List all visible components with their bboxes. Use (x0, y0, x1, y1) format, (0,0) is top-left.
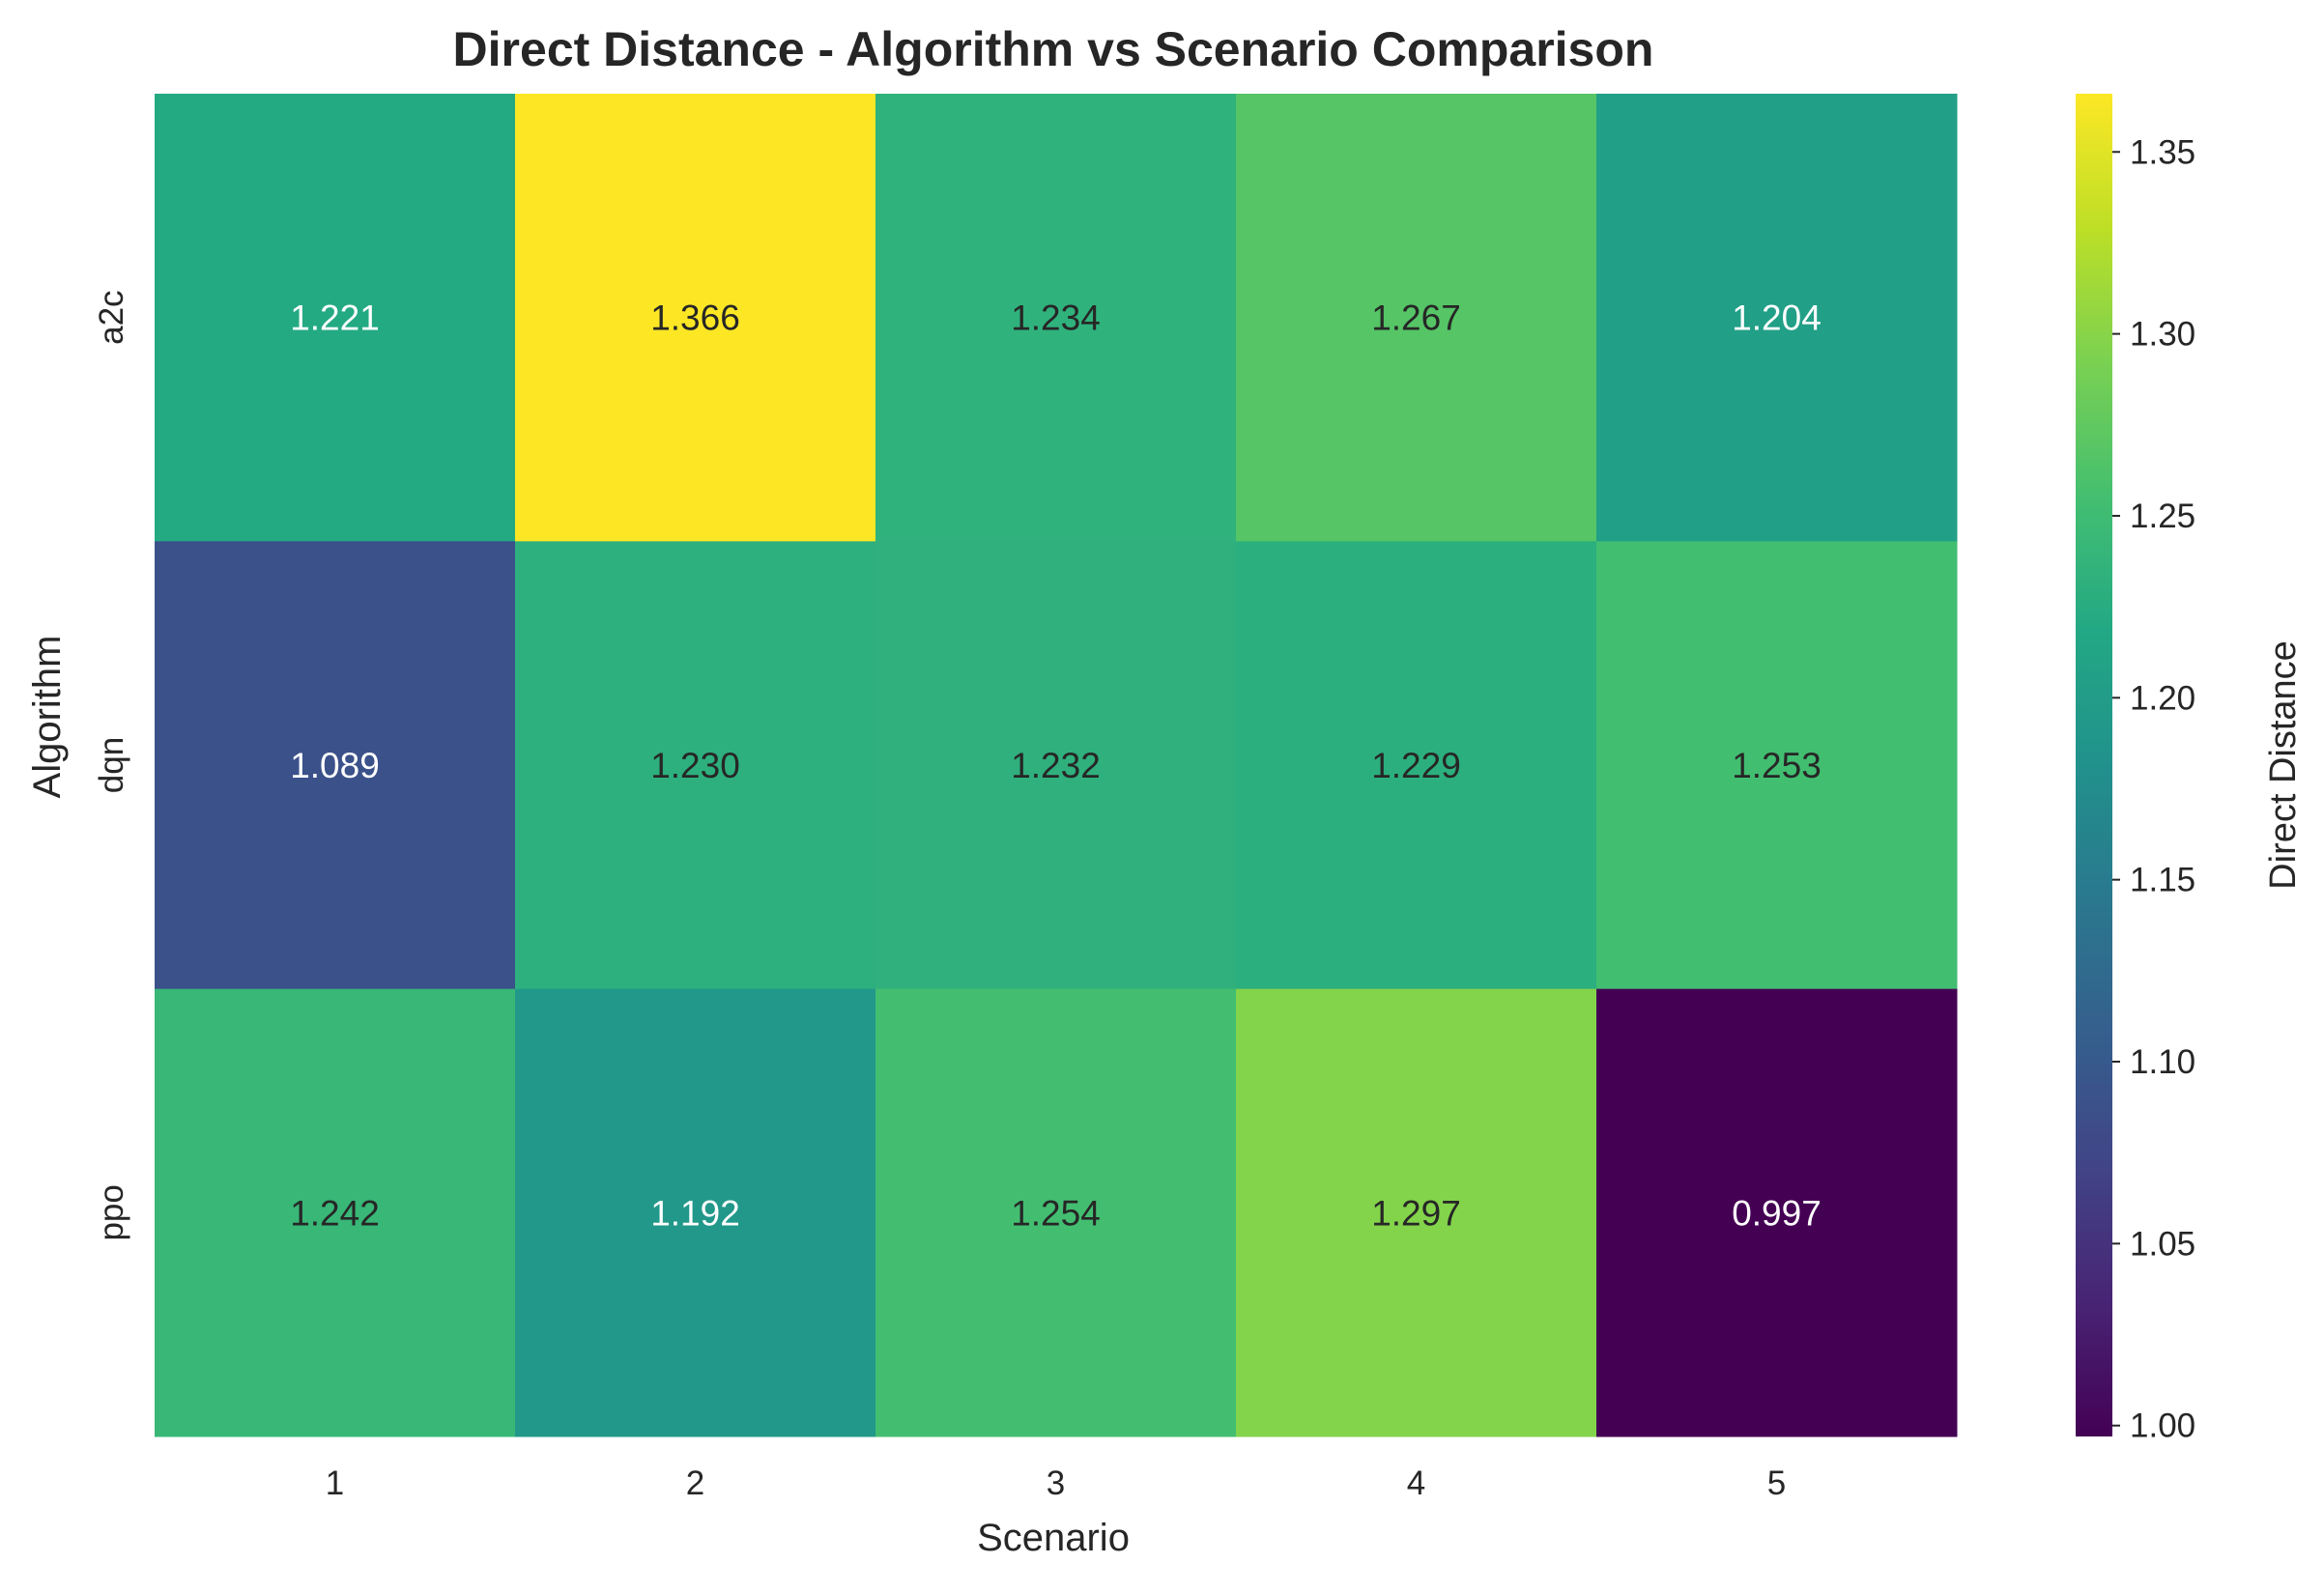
colorbar-tick-label: 1.05 (2130, 1225, 2195, 1263)
heatmap-cell-a2c-4 (1236, 94, 1597, 542)
heatmap-cell-value-label: 1.297 (1371, 1193, 1461, 1233)
colorbar-tick-label: 1.25 (2130, 498, 2195, 535)
y-tick-label: a2c (93, 290, 130, 344)
x-tick-label: 5 (1767, 1464, 1786, 1502)
heatmap-cell-value-label: 1.267 (1371, 298, 1461, 338)
colorbar-tick-label: 1.10 (2130, 1043, 2195, 1081)
heatmap-cell-value-label: 1.253 (1732, 746, 1822, 785)
heatmap-cell-value-label: 1.192 (650, 1193, 740, 1233)
x-tick-label: 4 (1407, 1464, 1425, 1502)
heatmap-cell-dqn-1 (155, 541, 516, 990)
heatmap-cell-labels: 1.221 1.366 1.234 1.267 1.204 1.089 1.230 1.232… (290, 298, 1822, 1234)
y-tick-label: ppo (93, 1184, 130, 1240)
heatmap-cell-value-label: 1.204 (1732, 298, 1822, 338)
y-axis-label: Algorithm (26, 636, 69, 799)
x-axis-label: Scenario (977, 1517, 1130, 1559)
y-tick-label: dqn (93, 737, 130, 793)
heatmap-cell-ppo-4 (1236, 988, 1597, 1437)
heatmap-cell-value-label: 1.254 (1011, 1193, 1101, 1233)
heatmap-cell-a2c-3 (875, 94, 1237, 542)
heatmap-cell-value-label: 1.242 (290, 1193, 380, 1233)
colorbar-label: Direct Distance (2263, 640, 2304, 890)
heatmap-cell-value-label: 1.366 (650, 298, 740, 338)
y-axis-ticks: a2c dqn ppo (93, 290, 130, 1240)
heatmap-cell-value-label: 1.230 (650, 746, 740, 785)
colorbar-ticks: 1.00 1.05 1.10 1.15 1.20 1.25 1.30 1.35 (2112, 133, 2195, 1445)
colorbar-tick-label: 1.30 (2130, 316, 2195, 354)
heatmap-cell-dqn-5 (1596, 541, 1958, 990)
colorbar-tick-label: 1.00 (2130, 1407, 2195, 1445)
heatmap-cell-value-label: 0.997 (1732, 1193, 1822, 1233)
heatmap-cells (155, 94, 1958, 1437)
x-tick-label: 2 (686, 1464, 704, 1502)
heatmap-cell-a2c-5 (1596, 94, 1958, 542)
heatmap-cell-ppo-5 (1596, 988, 1958, 1437)
heatmap-cell-dqn-2 (515, 541, 876, 990)
x-axis-ticks: 1 2 3 4 5 (326, 1464, 1786, 1502)
colorbar-tick-label: 1.15 (2130, 862, 2195, 899)
chart-title: Direct Distance - Algorithm vs Scenario … (453, 22, 1654, 76)
x-tick-label: 3 (1047, 1464, 1065, 1502)
heatmap-cell-a2c-2 (515, 94, 876, 542)
heatmap-cell-value-label: 1.232 (1011, 746, 1101, 785)
colorbar (2076, 94, 2112, 1436)
heatmap-cell-ppo-2 (515, 988, 876, 1437)
heatmap-cell-ppo-1 (155, 988, 516, 1437)
heatmap-cell-dqn-3 (875, 541, 1237, 990)
colorbar-tick-label: 1.20 (2130, 679, 2195, 717)
heatmap-cell-a2c-1 (155, 94, 516, 542)
heatmap-cell-value-label: 1.234 (1011, 298, 1101, 338)
heatmap-cell-ppo-3 (875, 988, 1237, 1437)
colorbar-tick-label: 1.35 (2130, 133, 2195, 171)
heatmap-cell-value-label: 1.089 (290, 746, 380, 785)
heatmap-cell-value-label: 1.221 (290, 298, 380, 338)
heatmap-cell-dqn-4 (1236, 541, 1597, 990)
heatmap-cell-value-label: 1.229 (1371, 746, 1461, 785)
x-tick-label: 1 (326, 1464, 344, 1502)
